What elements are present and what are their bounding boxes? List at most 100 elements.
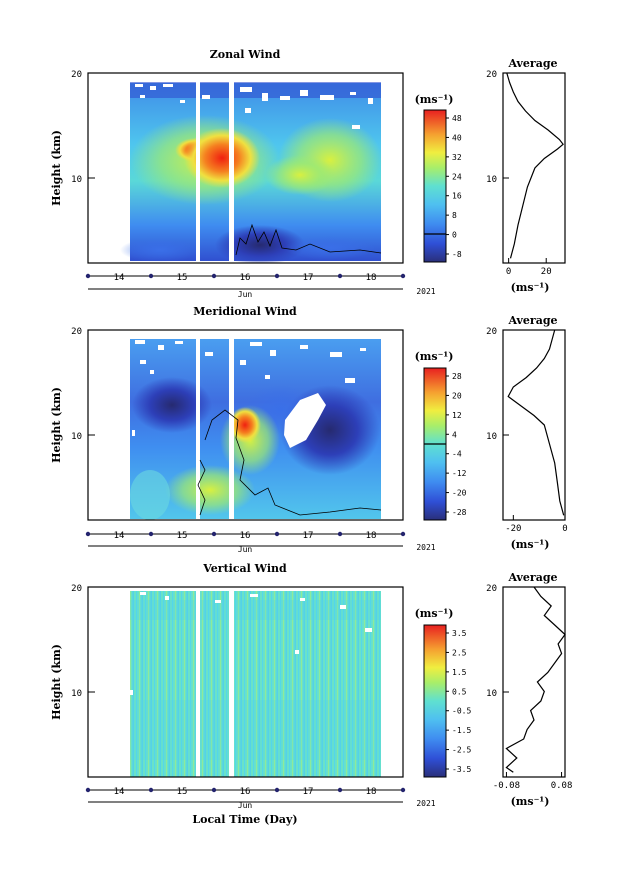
vertical-colorbar-tick: -0.5 bbox=[452, 707, 471, 716]
meridional-day-marker bbox=[337, 531, 343, 537]
zonal-yaxis: 20 10 Height (km) bbox=[50, 70, 95, 206]
meridional-year-label: 2021 bbox=[416, 543, 435, 552]
vertical-colorbar-tick: 1.5 bbox=[452, 668, 467, 677]
meridional-yaxis: 20 10 Height (km) bbox=[50, 327, 95, 463]
zonal-colorbar-tick: 16 bbox=[452, 192, 462, 201]
meridional-heatmap bbox=[130, 334, 382, 520]
zonal-xtick-18: 18 bbox=[366, 273, 377, 283]
vertical-xtick-14: 14 bbox=[114, 787, 125, 797]
zonal-xtick-17: 17 bbox=[303, 273, 314, 283]
zonal-colorbar-tick: 48 bbox=[452, 114, 462, 123]
zonal-month-label: Jun bbox=[238, 290, 253, 299]
zonal-profile: Average 20 10 0 20 (ms⁻¹) bbox=[486, 57, 566, 294]
vertical-yaxis: 20 10 Height (km) bbox=[50, 584, 95, 720]
meridional-ylabel: Height (km) bbox=[50, 387, 63, 463]
zonal-day-marker bbox=[85, 273, 91, 279]
zonal-colorbar-tick: 0 bbox=[452, 231, 457, 240]
vertical-day-marker bbox=[400, 787, 406, 793]
zonal-colorbar-tick: 8 bbox=[452, 211, 457, 220]
zonal-colorbar-unit: (ms⁻¹) bbox=[415, 93, 454, 106]
vertical-colorbar-tick: -3.5 bbox=[452, 765, 471, 774]
zonal-day-marker bbox=[148, 273, 154, 279]
zonal-year-label: 2021 bbox=[416, 287, 435, 296]
zonal-ylabel: Height (km) bbox=[50, 130, 63, 206]
vertical-profile: Average 20 10 -0.08 0.08 (ms⁻¹) bbox=[486, 571, 572, 808]
meridional-month-label: Jun bbox=[238, 545, 253, 554]
meridional-ytick-10: 10 bbox=[71, 432, 82, 442]
vertical-colorbar-tick: 3.5 bbox=[452, 629, 467, 638]
meridional-xaxis: 14 15 16 17 18 Jun 2021 bbox=[85, 531, 436, 554]
meridional-colorbar-tick: 20 bbox=[452, 391, 462, 400]
meridional-colorbar-tick: -12 bbox=[452, 469, 467, 478]
vertical-xtick-16: 16 bbox=[240, 787, 251, 797]
vertical-profile-ytick-10: 10 bbox=[486, 689, 497, 699]
vertical-colorbar-tick: -1.5 bbox=[452, 726, 471, 735]
zonal-xtick-14: 14 bbox=[114, 273, 125, 283]
zonal-profile-xtick: 0 bbox=[506, 267, 511, 277]
meridional-colorbar-tick: 12 bbox=[452, 411, 462, 420]
vertical-profile-line bbox=[505, 586, 566, 773]
zonal-colorbar-tick: 40 bbox=[452, 133, 462, 142]
zonal-profile-line bbox=[506, 72, 564, 259]
vertical-colorbar-unit: (ms⁻¹) bbox=[415, 607, 454, 620]
meridional-colorbar-tick: 28 bbox=[452, 372, 462, 381]
vertical-xaxis: 14 15 16 17 18 Jun 2021 Local Time (Day) bbox=[85, 787, 436, 826]
vertical-xtick-17: 17 bbox=[303, 787, 314, 797]
vertical-panel: Vertical Wind 20 10 Height (km) 14 1 bbox=[50, 562, 572, 826]
meridional-day-marker bbox=[148, 531, 154, 537]
meridional-panel: Meridional Wind 2 bbox=[50, 305, 568, 554]
meridional-profile-xtick: 0 bbox=[562, 524, 567, 534]
vertical-profile-xtick: 0.08 bbox=[551, 781, 573, 791]
meridional-day-marker bbox=[85, 531, 91, 537]
zonal-xtick-16: 16 bbox=[240, 273, 251, 283]
zonal-profile-xtick: 20 bbox=[541, 267, 552, 277]
zonal-day-marker bbox=[211, 273, 217, 279]
meridional-profile-title: Average bbox=[507, 314, 557, 327]
vertical-month-label: Jun bbox=[238, 801, 253, 810]
zonal-panel: Zonal Wind 20 bbox=[50, 48, 566, 299]
vertical-day-marker bbox=[148, 787, 154, 793]
vertical-ylabel: Height (km) bbox=[50, 644, 63, 720]
meridional-xtick-15: 15 bbox=[177, 531, 188, 541]
vertical-colorbar-tick: 2.5 bbox=[452, 648, 467, 657]
vertical-profile-ytick-20: 20 bbox=[486, 584, 497, 594]
vertical-day-marker bbox=[211, 787, 217, 793]
zonal-colorbar: (ms⁻¹) 48 40 32 24 16 8 0 -8 bbox=[415, 93, 462, 263]
vertical-xtick-15: 15 bbox=[177, 787, 188, 797]
meridional-profile-line bbox=[507, 329, 565, 516]
zonal-xaxis: 14 15 16 17 18 Jun 2021 bbox=[85, 273, 436, 299]
meridional-colorbar: (ms⁻¹) 28 20 12 4 -4 -12 -20 -28 bbox=[415, 350, 467, 521]
meridional-ytick-20: 20 bbox=[71, 327, 82, 337]
vertical-colorbar: (ms⁻¹) 3.5 2.5 1.5 0.5 -0.5 -1.5 -2.5 -3.5 bbox=[415, 607, 471, 778]
zonal-profile-unit: (ms⁻¹) bbox=[511, 281, 550, 294]
vertical-heatmap bbox=[130, 591, 381, 777]
zonal-colorbar-tick: 24 bbox=[452, 172, 462, 181]
meridional-xtick-16: 16 bbox=[240, 531, 251, 541]
zonal-profile-ytick-10: 10 bbox=[486, 175, 497, 185]
vertical-day-marker bbox=[274, 787, 280, 793]
meridional-xtick-14: 14 bbox=[114, 531, 125, 541]
meridional-day-marker bbox=[400, 531, 406, 537]
meridional-profile-ytick-20: 20 bbox=[486, 327, 497, 337]
zonal-day-marker bbox=[274, 273, 280, 279]
meridional-colorbar-unit: (ms⁻¹) bbox=[415, 350, 454, 363]
meridional-colorbar-tick: -20 bbox=[452, 489, 467, 498]
vertical-ytick-20: 20 bbox=[71, 584, 82, 594]
meridional-xtick-17: 17 bbox=[303, 531, 314, 541]
meridional-day-marker bbox=[274, 531, 280, 537]
zonal-ytick-10: 10 bbox=[71, 175, 82, 185]
vertical-profile-title: Average bbox=[507, 571, 557, 584]
zonal-title: Zonal Wind bbox=[210, 48, 281, 61]
vertical-year-label: 2021 bbox=[416, 799, 435, 808]
meridional-profile-unit: (ms⁻¹) bbox=[511, 538, 550, 551]
meridional-xtick-18: 18 bbox=[366, 531, 377, 541]
zonal-day-marker bbox=[337, 273, 343, 279]
vertical-colorbar-tick: -2.5 bbox=[452, 746, 471, 755]
meridional-colorbar-tick: -4 bbox=[452, 450, 462, 459]
vertical-xtick-18: 18 bbox=[366, 787, 377, 797]
meridional-day-marker bbox=[211, 531, 217, 537]
zonal-ytick-20: 20 bbox=[71, 70, 82, 80]
vertical-profile-unit: (ms⁻¹) bbox=[511, 795, 550, 808]
meridional-colorbar-tick: 4 bbox=[452, 430, 457, 439]
